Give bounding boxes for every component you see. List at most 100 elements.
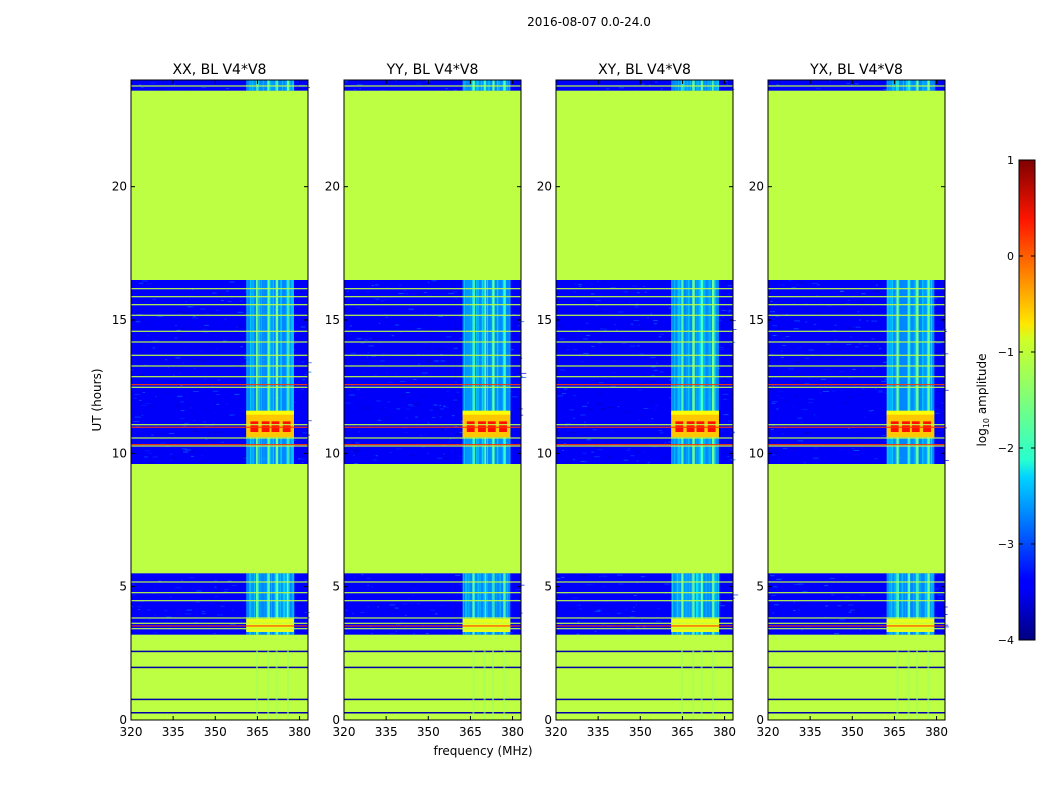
rfi-streak	[258, 80, 260, 91]
noise-pixel	[798, 281, 804, 283]
noise-pixel	[188, 408, 195, 410]
rfi-streak	[254, 80, 256, 91]
flagged-block	[768, 90, 945, 281]
noise-pixel	[215, 394, 221, 396]
noise-pixel	[352, 612, 354, 614]
noise-pixel	[350, 284, 353, 286]
noise-pixel	[720, 349, 724, 351]
noise-pixel	[371, 632, 373, 634]
noise-pixel	[791, 292, 795, 294]
rfi-streak	[697, 80, 699, 91]
flag-line-warm	[344, 625, 521, 627]
rfi-streak	[275, 573, 277, 635]
noise-pixel	[299, 603, 304, 605]
noise-pixel	[782, 618, 787, 620]
noise-pixel	[241, 610, 244, 611]
noise-pixel	[560, 623, 562, 625]
noise-pixel	[514, 591, 519, 593]
rfi-streak	[696, 280, 698, 464]
noise-pixel	[653, 320, 658, 322]
flag-line	[344, 288, 521, 290]
noise-pixel	[344, 631, 348, 633]
noise-pixel	[377, 606, 379, 608]
noise-pixel	[723, 414, 729, 416]
noise-pixel	[389, 633, 396, 634]
noise-pixel	[719, 300, 724, 302]
gap-line	[556, 650, 733, 653]
rfi-streak	[252, 280, 254, 464]
noise-pixel	[429, 409, 433, 411]
noise-pixel	[861, 618, 865, 620]
rfi-spike	[267, 573, 270, 635]
rfi-streak	[466, 280, 468, 464]
noise-pixel	[176, 329, 182, 331]
noise-pixel	[433, 451, 436, 452]
noise-pixel	[344, 286, 348, 288]
rfi-streak	[278, 573, 280, 635]
noise-pixel	[386, 302, 389, 304]
rfi-spike	[275, 573, 279, 635]
noise-pixel	[407, 629, 412, 631]
noise-pixel	[725, 430, 728, 432]
noise-pixel	[647, 462, 650, 464]
rfi-streak	[271, 573, 272, 635]
noise-pixel	[155, 577, 161, 579]
rfi-streak	[280, 573, 282, 635]
noise-pixel	[191, 411, 193, 413]
noise-pixel	[372, 614, 377, 616]
noise-pixel	[578, 353, 581, 355]
noise-pixel	[421, 356, 424, 358]
noise-pixel	[568, 607, 574, 609]
noise-pixel	[569, 409, 574, 411]
noise-pixel	[938, 432, 941, 434]
noise-pixel	[722, 316, 724, 318]
rfi-streak	[252, 573, 254, 635]
noise-pixel	[855, 346, 859, 348]
noise-pixel	[581, 456, 584, 457]
noise-pixel	[720, 326, 724, 328]
noise-pixel	[591, 604, 597, 606]
noise-pixel	[419, 574, 423, 576]
rfi-streak	[262, 80, 264, 91]
noise-pixel	[628, 289, 631, 291]
rfi-streak	[910, 80, 912, 91]
rfi-streak	[471, 80, 473, 91]
flag-line	[768, 341, 945, 343]
noise-pixel	[844, 402, 847, 404]
noise-pixel	[637, 419, 641, 421]
noise-pixel	[595, 299, 597, 301]
noise-pixel	[429, 602, 434, 604]
gap-line	[556, 666, 733, 669]
noise-pixel	[293, 286, 296, 288]
noise-pixel	[385, 309, 390, 311]
noise-pixel	[654, 299, 656, 300]
noise-pixel	[590, 611, 593, 613]
noise-pixel	[658, 336, 662, 338]
rfi-streak	[480, 80, 482, 91]
noise-pixel	[729, 346, 731, 347]
noise-pixel	[653, 323, 657, 325]
noise-pixel	[148, 452, 153, 454]
flagged-block	[556, 90, 733, 281]
flag-line	[131, 341, 308, 343]
x-tick-label: 335	[587, 725, 610, 739]
noise-pixel	[403, 432, 409, 433]
noise-pixel	[416, 328, 422, 330]
noise-pixel	[150, 82, 156, 84]
noise-pixel	[850, 336, 853, 338]
noise-pixel	[937, 594, 944, 596]
rfi-streak	[695, 280, 697, 464]
flag-line	[131, 376, 308, 378]
noise-pixel	[840, 613, 844, 615]
y-tick-label: 10	[112, 446, 127, 460]
noise-pixel	[213, 412, 219, 414]
noise-pixel	[221, 600, 224, 602]
noise-pixel	[939, 413, 944, 415]
noise-pixel	[634, 305, 638, 307]
rfi-spike	[927, 280, 930, 464]
noise-pixel	[842, 610, 845, 611]
rfi-streak	[464, 80, 466, 91]
rfi-streak	[503, 80, 505, 91]
noise-pixel	[832, 390, 836, 392]
noise-pixel	[138, 312, 142, 314]
